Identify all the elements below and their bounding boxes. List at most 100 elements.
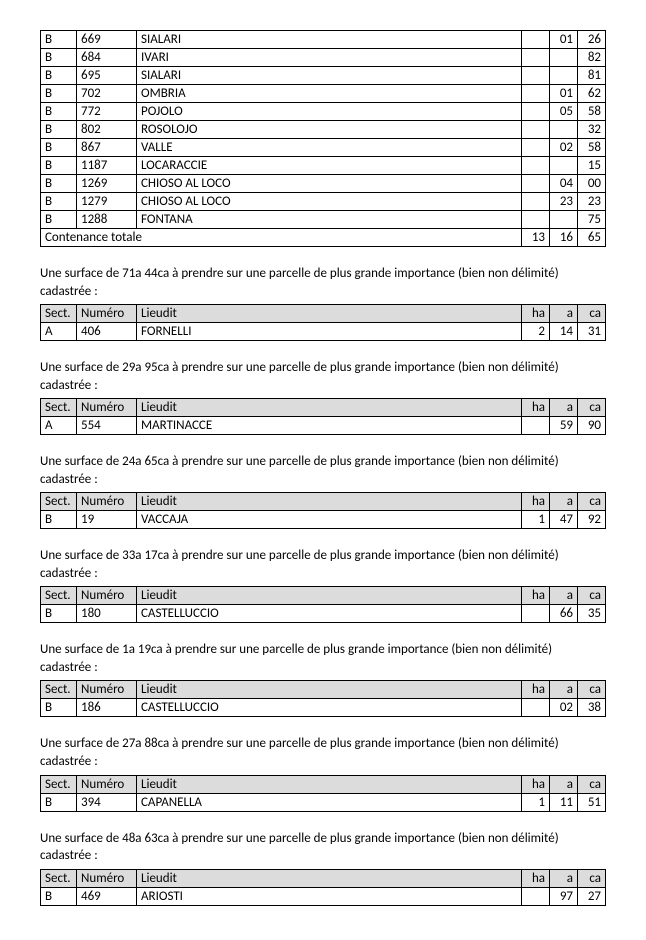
- cell-ha: [522, 211, 550, 229]
- header-ha: ha: [522, 493, 550, 511]
- table-row: A406FORNELLI21431: [41, 323, 606, 341]
- header-a: a: [550, 493, 578, 511]
- cell-ha: [522, 31, 550, 49]
- section-intro: Une surface de 71a 44ca à prendre sur un…: [40, 265, 606, 300]
- total-label: Contenance totale: [41, 229, 522, 247]
- header-sect: Sect.: [41, 305, 77, 323]
- parcelle-table: Sect.NuméroLieudithaacaA406FORNELLI21431: [40, 304, 606, 341]
- cell-ha: [522, 103, 550, 121]
- table-row: B802ROSOLOJO32: [41, 121, 606, 139]
- cell-lieudit: FORNELLI: [137, 323, 522, 341]
- header-ca: ca: [578, 493, 606, 511]
- total-ca: 65: [578, 229, 606, 247]
- cell-sect: A: [41, 417, 77, 435]
- cell-ca: 27: [578, 887, 606, 905]
- header-a: a: [550, 681, 578, 699]
- cell-sect: B: [41, 157, 77, 175]
- table-row: B1269CHIOSO AL LOCO0400: [41, 175, 606, 193]
- cell-sect: B: [41, 31, 77, 49]
- total-row: Contenance totale131665: [41, 229, 606, 247]
- cell-sect: B: [41, 85, 77, 103]
- cell-sect: B: [41, 121, 77, 139]
- header-a: a: [550, 305, 578, 323]
- cell-a: 01: [550, 85, 578, 103]
- cell-ha: 1: [522, 793, 550, 811]
- cell-sect: B: [41, 699, 77, 717]
- header-sect: Sect.: [41, 681, 77, 699]
- cell-sect: A: [41, 323, 77, 341]
- cell-a: 59: [550, 417, 578, 435]
- cell-sect: B: [41, 139, 77, 157]
- cell-a: [550, 121, 578, 139]
- cell-ca: 62: [578, 85, 606, 103]
- header-lieudit: Lieudit: [137, 775, 522, 793]
- table-row: B186CASTELLUCCIO0238: [41, 699, 606, 717]
- cell-lieudit: SIALARI: [137, 67, 522, 85]
- total-ha: 13: [522, 229, 550, 247]
- cell-numero: 19: [77, 511, 137, 529]
- header-ha: ha: [522, 869, 550, 887]
- cell-lieudit: VACCAJA: [137, 511, 522, 529]
- cell-numero: 469: [77, 887, 137, 905]
- header-numero: Numéro: [77, 305, 137, 323]
- cell-a: 47: [550, 511, 578, 529]
- cell-lieudit: OMBRIA: [137, 85, 522, 103]
- cell-lieudit: CASTELLUCCIO: [137, 605, 522, 623]
- cell-ca: 75: [578, 211, 606, 229]
- cell-sect: B: [41, 793, 77, 811]
- cell-sect: B: [41, 193, 77, 211]
- cell-sect: B: [41, 67, 77, 85]
- header-ca: ca: [578, 305, 606, 323]
- header-row: Sect.NuméroLieudithaaca: [41, 681, 606, 699]
- header-lieudit: Lieudit: [137, 869, 522, 887]
- cell-ha: [522, 887, 550, 905]
- table-row: B695SIALARI81: [41, 67, 606, 85]
- cell-numero: 180: [77, 605, 137, 623]
- cell-ca: 92: [578, 511, 606, 529]
- parcelle-table: Sect.NuméroLieudithaacaB180CASTELLUCCIO6…: [40, 586, 606, 623]
- section-intro: Une surface de 1a 19ca à prendre sur une…: [40, 641, 606, 676]
- header-a: a: [550, 869, 578, 887]
- cell-numero: 1269: [77, 175, 137, 193]
- section-intro: Une surface de 33a 17ca à prendre sur un…: [40, 547, 606, 582]
- cell-numero: 669: [77, 31, 137, 49]
- parcelle-table: Sect.NuméroLieudithaacaB19VACCAJA14792: [40, 492, 606, 529]
- cell-a: 23: [550, 193, 578, 211]
- cell-numero: 802: [77, 121, 137, 139]
- cell-a: [550, 157, 578, 175]
- header-row: Sect.NuméroLieudithaaca: [41, 305, 606, 323]
- parcelle-table: Sect.NuméroLieudithaacaB186CASTELLUCCIO0…: [40, 680, 606, 717]
- header-ca: ca: [578, 399, 606, 417]
- cell-sect: B: [41, 103, 77, 121]
- header-ca: ca: [578, 587, 606, 605]
- cell-ha: [522, 175, 550, 193]
- header-a: a: [550, 775, 578, 793]
- header-sect: Sect.: [41, 587, 77, 605]
- cell-ca: 26: [578, 31, 606, 49]
- cell-a: [550, 67, 578, 85]
- cell-a: 11: [550, 793, 578, 811]
- header-row: Sect.NuméroLieudithaaca: [41, 587, 606, 605]
- cell-a: [550, 211, 578, 229]
- header-numero: Numéro: [77, 493, 137, 511]
- cell-ca: 23: [578, 193, 606, 211]
- cell-numero: 1279: [77, 193, 137, 211]
- section-intro: Une surface de 24a 65ca à prendre sur un…: [40, 453, 606, 488]
- header-numero: Numéro: [77, 869, 137, 887]
- cell-numero: 702: [77, 85, 137, 103]
- cell-a: 97: [550, 887, 578, 905]
- cell-lieudit: POJOLO: [137, 103, 522, 121]
- cell-lieudit: CHIOSO AL LOCO: [137, 193, 522, 211]
- header-numero: Numéro: [77, 587, 137, 605]
- table-row: A554MARTINACCE5990: [41, 417, 606, 435]
- table-row: B19VACCAJA14792: [41, 511, 606, 529]
- cell-lieudit: CASTELLUCCIO: [137, 699, 522, 717]
- cell-ha: [522, 121, 550, 139]
- cell-ha: [522, 417, 550, 435]
- cell-ca: 15: [578, 157, 606, 175]
- cell-lieudit: LOCARACCIE: [137, 157, 522, 175]
- cell-numero: 684: [77, 49, 137, 67]
- cell-sect: B: [41, 887, 77, 905]
- parcelle-table: Sect.NuméroLieudithaacaB394CAPANELLA1115…: [40, 775, 606, 812]
- table-row: B180CASTELLUCCIO6635: [41, 605, 606, 623]
